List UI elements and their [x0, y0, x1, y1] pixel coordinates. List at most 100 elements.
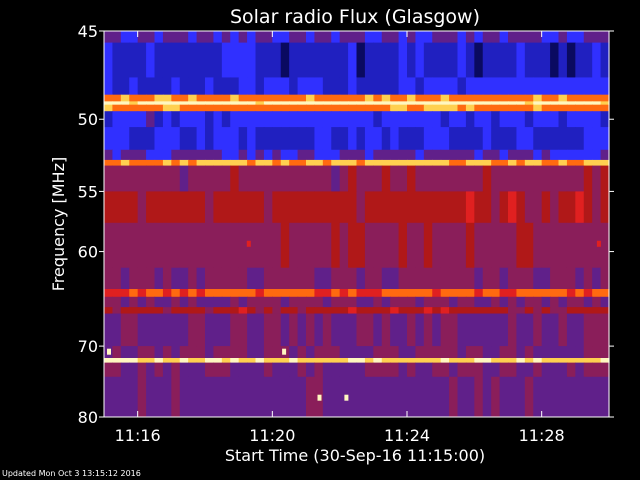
band-cell — [432, 127, 441, 150]
band-cell — [441, 377, 450, 418]
band-cell — [104, 31, 113, 43]
band-cell — [584, 358, 593, 363]
band-cell — [567, 289, 576, 297]
band-cell — [239, 105, 248, 112]
band-cell — [121, 223, 130, 268]
band-cell — [129, 358, 138, 363]
band-cell — [441, 31, 450, 43]
band-cell — [104, 223, 113, 268]
burst-point — [282, 349, 286, 355]
band-cell — [104, 363, 113, 378]
band-cell — [197, 105, 206, 112]
band-cell — [365, 363, 374, 378]
band-cell — [474, 95, 483, 102]
band-cell — [289, 363, 298, 378]
band-cell — [348, 289, 357, 297]
band-cell — [180, 31, 189, 43]
band-cell — [298, 101, 307, 105]
band-cell — [340, 268, 349, 290]
band-cell — [197, 160, 206, 166]
band-cell — [247, 111, 256, 127]
band-cell — [121, 160, 130, 166]
band-cell — [415, 346, 424, 358]
band-cell — [432, 166, 441, 192]
band-cell — [230, 111, 239, 127]
band-cell — [458, 268, 467, 290]
band-cell — [483, 77, 492, 95]
band-cell — [340, 160, 349, 166]
band-cell — [171, 268, 180, 290]
band-cell — [272, 105, 281, 112]
band-cell — [407, 346, 416, 358]
band-cell — [508, 307, 517, 314]
band-cell — [314, 31, 323, 43]
band-cell — [264, 160, 273, 166]
band-cell — [163, 307, 172, 314]
band-cell — [542, 150, 551, 161]
band-cell — [525, 307, 534, 314]
band-cell — [567, 307, 576, 314]
band-cell — [474, 160, 483, 166]
band-cell — [415, 307, 424, 314]
band-cell — [516, 297, 525, 308]
band-cell — [458, 307, 467, 314]
band-cell — [205, 363, 214, 378]
band-cell — [222, 346, 231, 358]
band-cell — [491, 127, 500, 150]
band-cell — [230, 105, 239, 112]
band-cell — [256, 289, 265, 297]
band-cell — [601, 150, 610, 161]
band-cell — [197, 127, 206, 150]
band-cell — [138, 289, 147, 297]
band-cell — [222, 105, 231, 112]
band-cell — [323, 31, 332, 43]
band-cell — [314, 289, 323, 297]
band-cell — [222, 111, 231, 127]
band-cell — [365, 43, 374, 78]
band-cell — [281, 166, 290, 192]
band-cell — [533, 358, 542, 363]
band-cell — [441, 77, 450, 95]
band-cell — [348, 95, 357, 102]
band-cell — [415, 191, 424, 223]
band-cell — [222, 101, 231, 105]
band-cell — [533, 95, 542, 102]
band-cell — [399, 307, 408, 314]
band-cell — [230, 191, 239, 223]
band-cell — [365, 77, 374, 95]
band-cell — [382, 77, 391, 95]
band-cell — [256, 101, 265, 105]
band-cell — [298, 31, 307, 43]
band-cell — [155, 127, 164, 150]
band-cell — [474, 43, 483, 78]
band-cell — [155, 289, 164, 297]
band-cell — [584, 150, 593, 161]
band-cell — [458, 77, 467, 95]
band-cell — [306, 346, 315, 358]
band-cell — [567, 150, 576, 161]
band-cell — [449, 297, 458, 308]
band-cell — [592, 377, 601, 418]
band-cell — [264, 105, 273, 112]
band-cell — [441, 105, 450, 112]
band-cell — [575, 223, 584, 268]
band-cell — [508, 358, 517, 363]
band-cell — [230, 95, 239, 102]
band-cell — [533, 191, 542, 223]
band-cell — [516, 160, 525, 166]
band-cell — [171, 111, 180, 127]
band-cell — [483, 105, 492, 112]
band-cell — [222, 191, 231, 223]
band-cell — [474, 363, 483, 378]
band-cell — [567, 314, 576, 347]
band-cell — [298, 307, 307, 314]
band-cell — [298, 377, 307, 418]
band-cell — [205, 101, 214, 105]
band-cell — [508, 191, 517, 223]
band-cell — [525, 111, 534, 127]
band-cell — [407, 191, 416, 223]
band-cell — [550, 166, 559, 192]
band-cell — [491, 314, 500, 347]
band-cell — [559, 314, 568, 347]
band-cell — [601, 77, 610, 95]
